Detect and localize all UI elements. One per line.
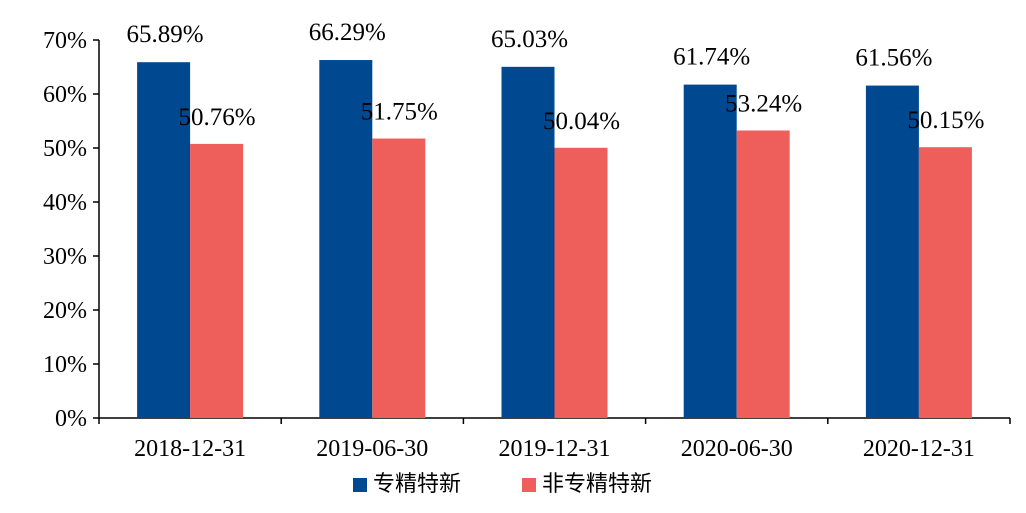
data-label-series-1: 65.89% [127, 21, 204, 48]
y-tick-label: 10% [43, 352, 87, 378]
x-category-label: 2018-12-31 [134, 436, 246, 462]
y-tick-label: 50% [43, 136, 87, 162]
bar-series-1 [319, 60, 373, 419]
bar-series-2 [736, 130, 790, 418]
data-label-series-1: 65.03% [491, 26, 568, 53]
data-label-series-1: 61.74% [673, 44, 750, 71]
bar-series-1 [865, 85, 919, 419]
x-category-label: 2020-12-31 [863, 436, 975, 462]
legend-label-series-2: 非专精特新 [542, 472, 652, 497]
x-category-label: 2019-12-31 [499, 436, 611, 462]
y-tick-label: 70% [43, 28, 87, 54]
legend-label-series-1: 专精特新 [373, 472, 461, 497]
data-label-series-2: 53.24% [725, 91, 802, 118]
bar-series-1 [683, 84, 737, 418]
bar-series-1 [137, 62, 191, 418]
bar-series-2 [918, 147, 972, 418]
x-category-label: 2019-06-30 [316, 436, 428, 462]
y-tick-label: 30% [43, 244, 87, 270]
bar-series-1 [501, 66, 555, 418]
y-tick-label: 60% [43, 82, 87, 108]
bar-series-2 [190, 143, 244, 418]
bar-series-2 [372, 138, 426, 419]
data-label-series-1: 61.56% [855, 45, 932, 72]
data-label-series-2: 50.15% [907, 107, 984, 134]
legend-swatch-series-2 [522, 478, 536, 492]
bars [137, 60, 972, 419]
x-category-label: 2020-06-30 [681, 436, 793, 462]
data-label-series-2: 50.76% [179, 104, 256, 131]
data-label-series-2: 50.04% [543, 108, 620, 135]
bar-series-2 [554, 147, 608, 418]
data-label-series-2: 51.75% [361, 99, 438, 126]
y-tick-label: 0% [55, 406, 87, 432]
legend-swatch-series-1 [353, 478, 367, 492]
axes: 0% 10% 20% 30% 40% 50% 60% 70% 2018-12-31 2019-06… [43, 28, 1011, 462]
legend: 专精特新 非专精特新 [353, 472, 652, 497]
data-label-series-1: 66.29% [309, 19, 386, 46]
y-tick-label: 20% [43, 298, 87, 324]
y-tick-label: 40% [43, 190, 87, 216]
data-labels: 65.89% 66.29% 65.03% 61.74% 61.56% 50.76% 51.7… [127, 19, 985, 135]
